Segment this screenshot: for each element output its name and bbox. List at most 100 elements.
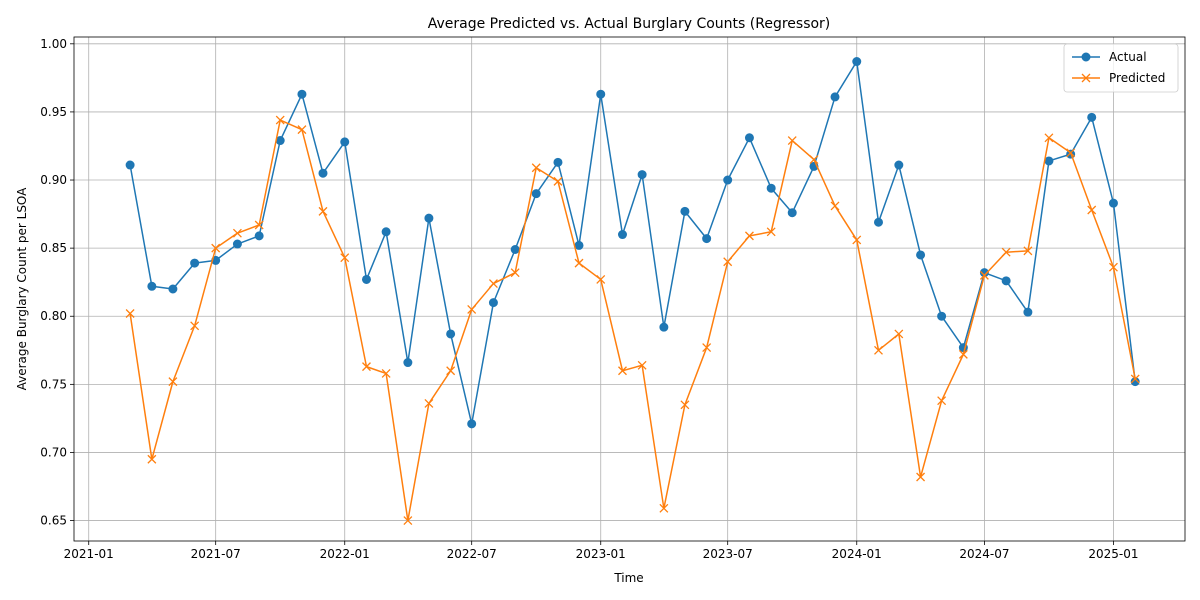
predicted-point: [874, 345, 883, 355]
actual-point: [916, 250, 926, 260]
actual-line: [129, 60, 1136, 425]
predicted-point: [744, 231, 754, 241]
predicted-point: [1001, 247, 1011, 257]
y-tick-label: 1.00: [40, 37, 67, 51]
actual-point: [424, 213, 434, 223]
predicted-point: [830, 201, 840, 211]
actual-point: [531, 189, 541, 199]
predicted-point: [809, 155, 819, 165]
predicted-point: [232, 228, 242, 238]
predicted-point: [403, 516, 413, 526]
actual-point: [766, 183, 776, 193]
predicted-point: [766, 227, 776, 237]
actual-point: [1044, 156, 1054, 166]
chart-title: Average Predicted vs. Actual Burglary Co…: [428, 16, 831, 32]
predicted-point: [1130, 374, 1140, 384]
actual-point: [403, 358, 413, 368]
predicted-point: [1109, 262, 1118, 272]
predicted-point: [618, 366, 627, 376]
predicted-point: [318, 206, 328, 216]
y-axis-label: Average Burglary Count per LSOA: [15, 187, 29, 391]
actual-point: [318, 168, 328, 178]
legend-label-actual: Actual: [1109, 50, 1147, 64]
predicted-series: [125, 115, 1140, 526]
predicted-point: [446, 366, 456, 376]
predicted-point: [979, 270, 989, 280]
predicted-point: [362, 362, 371, 372]
actual-point: [873, 217, 883, 227]
actual-point: [659, 322, 669, 332]
actual-point: [297, 89, 307, 99]
actual-point: [488, 298, 498, 308]
predicted-point: [787, 136, 797, 145]
predicted-point: [574, 258, 584, 268]
actual-point: [340, 137, 350, 147]
legend-marker-actual: [1081, 52, 1091, 62]
actual-point: [190, 258, 200, 268]
x-tick-label: 2022-01: [320, 547, 370, 561]
actual-point: [787, 208, 797, 218]
actual-series: [125, 57, 1140, 429]
y-tick-label: 0.75: [40, 377, 67, 391]
actual-point: [147, 281, 157, 291]
predicted-point: [916, 472, 926, 482]
y-tick-label: 0.85: [40, 241, 67, 255]
actual-point: [617, 230, 627, 240]
predicted-point: [254, 220, 264, 230]
actual-point: [680, 206, 690, 216]
y-tick-label: 0.65: [40, 514, 67, 528]
grid-lines: [74, 37, 1185, 541]
y-tick-label: 0.80: [40, 309, 67, 323]
actual-point: [1023, 307, 1033, 317]
predicted-point: [424, 398, 434, 408]
actual-point: [596, 89, 606, 99]
predicted-point: [147, 454, 157, 464]
predicted-point: [1087, 205, 1097, 215]
legend-marker-predicted: [1081, 73, 1091, 83]
actual-point: [637, 170, 647, 180]
actual-point: [361, 274, 371, 284]
predicted-point: [381, 368, 391, 378]
actual-point: [574, 240, 584, 250]
x-tick-label: 2024-01: [832, 547, 882, 561]
predicted-point: [1023, 246, 1033, 256]
x-tick-label: 2024-07: [959, 547, 1009, 561]
actual-point: [254, 231, 264, 241]
x-tick-label: 2021-01: [64, 547, 114, 561]
y-tick-label: 0.70: [40, 445, 67, 459]
y-axis-ticks: 0.65 0.70 0.75 0.80 0.85 0.90 0.95 1.00: [40, 37, 74, 528]
actual-point: [723, 175, 733, 185]
legend-box: [1063, 43, 1179, 93]
actual-point: [446, 329, 456, 339]
x-tick-label: 2023-01: [576, 547, 626, 561]
predicted-point: [190, 321, 200, 331]
predicted-point: [1044, 133, 1054, 143]
x-axis-ticks: 2021-01 2021-07 2022-01 2022-07 2023-01 2023-…: [64, 541, 1139, 561]
legend: Actual Predicted: [1063, 43, 1179, 93]
actual-point: [1108, 198, 1118, 208]
predicted-point: [297, 125, 307, 135]
actual-point: [125, 160, 135, 170]
predicted-point: [553, 176, 563, 186]
actual-point: [744, 133, 754, 143]
actual-point: [1087, 112, 1097, 122]
predicted-point: [168, 377, 178, 387]
actual-point: [467, 419, 477, 429]
actual-point: [381, 227, 391, 237]
plot-frame: [73, 36, 1186, 542]
actual-point: [852, 57, 862, 67]
predicted-point: [680, 400, 690, 410]
predicted-point: [340, 253, 350, 263]
actual-point: [168, 284, 178, 294]
x-tick-label: 2023-07: [703, 547, 753, 561]
legend-item-predicted: Predicted: [1072, 71, 1165, 85]
predicted-point: [937, 396, 947, 406]
predicted-point: [510, 268, 520, 278]
predicted-point: [531, 163, 541, 173]
predicted-point: [275, 115, 285, 125]
predicted-point: [1066, 148, 1076, 158]
predicted-point: [958, 349, 968, 359]
predicted-point: [467, 304, 477, 314]
